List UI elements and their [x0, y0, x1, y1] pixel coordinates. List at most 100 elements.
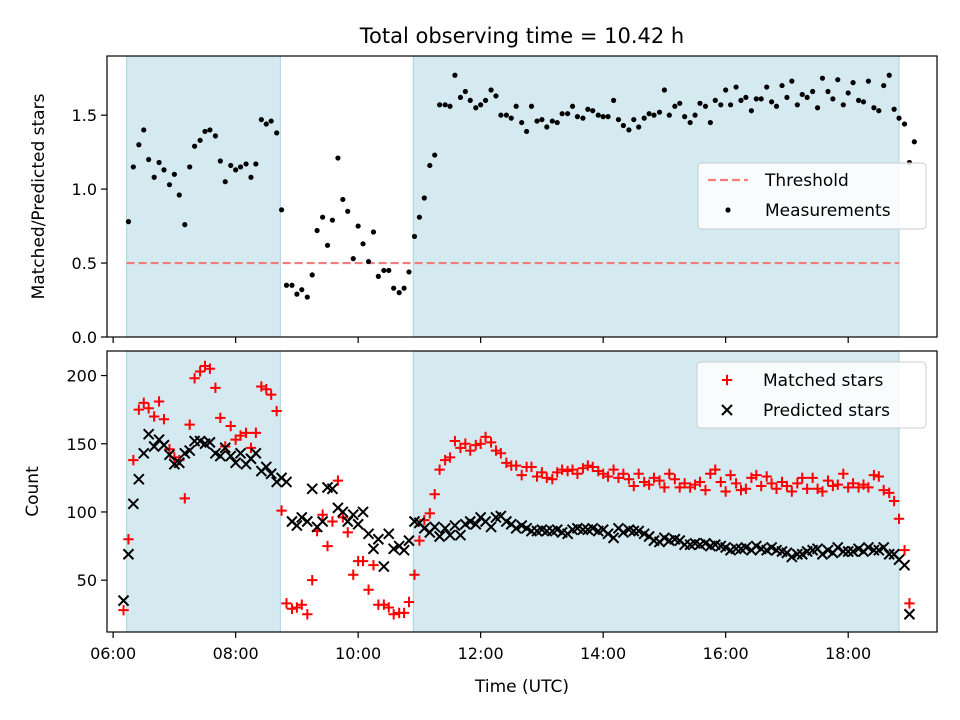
predicted-star-point	[204, 436, 216, 449]
measurement-point	[233, 167, 239, 173]
legend-threshold-label: Threshold	[764, 171, 849, 191]
measurement-point	[141, 127, 147, 133]
matched-star-point	[368, 559, 379, 571]
measurement-point	[437, 102, 443, 108]
measurement-point	[335, 155, 341, 161]
measurement-point	[574, 114, 581, 120]
matched-star-point	[587, 461, 598, 473]
predicted-star-point	[470, 518, 482, 530]
matched-star-point	[899, 544, 910, 556]
matched-star-point	[618, 468, 629, 479]
measurement-point	[810, 88, 816, 95]
measurement-point	[416, 214, 422, 220]
measurement-point	[237, 164, 244, 170]
predicted-star-point	[127, 498, 140, 510]
measurement-point	[197, 137, 203, 143]
measurement-point	[666, 112, 672, 118]
measurement-point	[646, 111, 652, 117]
matched-star-point	[838, 468, 849, 479]
measurement-point	[748, 108, 754, 114]
measurement-point	[595, 112, 601, 118]
matched-star-point	[204, 363, 216, 374]
predicted-star-point	[847, 545, 859, 558]
y-tick-label: 50	[77, 571, 97, 590]
matched-star-point	[873, 471, 885, 482]
predicted-star-point	[418, 522, 431, 535]
measurement-point	[840, 102, 846, 108]
matched-star-point	[327, 516, 338, 527]
matched-star-point	[240, 427, 252, 439]
matched-star-point	[740, 483, 752, 494]
matched-star-point	[158, 414, 170, 425]
predicted-star-point	[883, 548, 895, 560]
measurement-point	[258, 116, 264, 123]
measurement-point	[764, 84, 770, 90]
matched-star-point	[398, 607, 410, 619]
measurement-point	[580, 115, 586, 121]
measurement-point	[569, 103, 576, 109]
matched-star-point	[302, 609, 313, 620]
measurement-point	[784, 94, 790, 101]
matched-star-point	[781, 480, 793, 492]
measurement-point	[498, 112, 504, 118]
matched-star-point	[485, 437, 497, 448]
matched-star-point	[235, 430, 246, 441]
measurement-point	[590, 108, 596, 114]
predicted-star-point	[454, 529, 467, 541]
measurement-point	[350, 256, 356, 262]
measurement-point	[360, 241, 366, 247]
measurement-point	[830, 96, 836, 102]
matched-star-point	[669, 474, 681, 485]
matched-star-point	[179, 493, 190, 504]
measurement-point	[860, 99, 867, 105]
measurement-point	[202, 128, 208, 135]
predicted-star-point	[433, 530, 446, 543]
measurement-point	[166, 182, 173, 188]
matched-star-point	[184, 419, 195, 430]
matched-star-point	[761, 471, 772, 482]
measurement-point	[519, 119, 525, 126]
matched-star-point	[679, 478, 690, 489]
measurement-point	[401, 285, 407, 291]
measurement-point	[309, 272, 315, 278]
measurement-point	[886, 72, 892, 78]
x-tick-label: 18:00	[825, 644, 871, 663]
predicted-star-point	[449, 519, 461, 532]
matched-star-point	[281, 598, 292, 609]
matched-star-point	[133, 404, 145, 415]
measurement-point	[585, 106, 591, 112]
measurement-point	[365, 258, 372, 265]
measurement-point	[789, 78, 795, 84]
matched-star-point	[388, 609, 399, 620]
measurement-point	[687, 119, 693, 126]
matched-star-point	[164, 444, 175, 455]
measurement-point	[677, 100, 683, 106]
matched-star-point	[807, 472, 818, 484]
measurement-point	[911, 139, 917, 145]
measurement-point	[488, 87, 494, 93]
matched-star-point	[342, 527, 353, 538]
predicted-star-point	[398, 544, 410, 556]
matched-star-point	[725, 469, 736, 481]
legend-box	[696, 361, 927, 429]
y-tick-label: 0.0	[72, 328, 97, 347]
predicted-star-point	[464, 515, 476, 528]
predicted-star-point	[862, 541, 875, 554]
matched-star-point	[403, 596, 415, 608]
matched-star-point	[128, 454, 139, 466]
matched-star-point	[296, 599, 307, 610]
measurement-point	[539, 116, 545, 123]
observing-interval-shade	[126, 351, 281, 632]
measurement-point	[243, 161, 249, 167]
matched-star-point	[429, 489, 440, 500]
measurement-point	[212, 133, 219, 139]
measurement-point	[865, 78, 871, 84]
predicted-star-point	[122, 548, 135, 560]
measurement-point	[779, 82, 785, 89]
measurement-point	[605, 114, 611, 120]
predicted-star-point	[740, 541, 752, 554]
measurement-point	[723, 87, 729, 93]
predicted-star-point	[291, 519, 303, 532]
measurement-point	[248, 174, 254, 180]
